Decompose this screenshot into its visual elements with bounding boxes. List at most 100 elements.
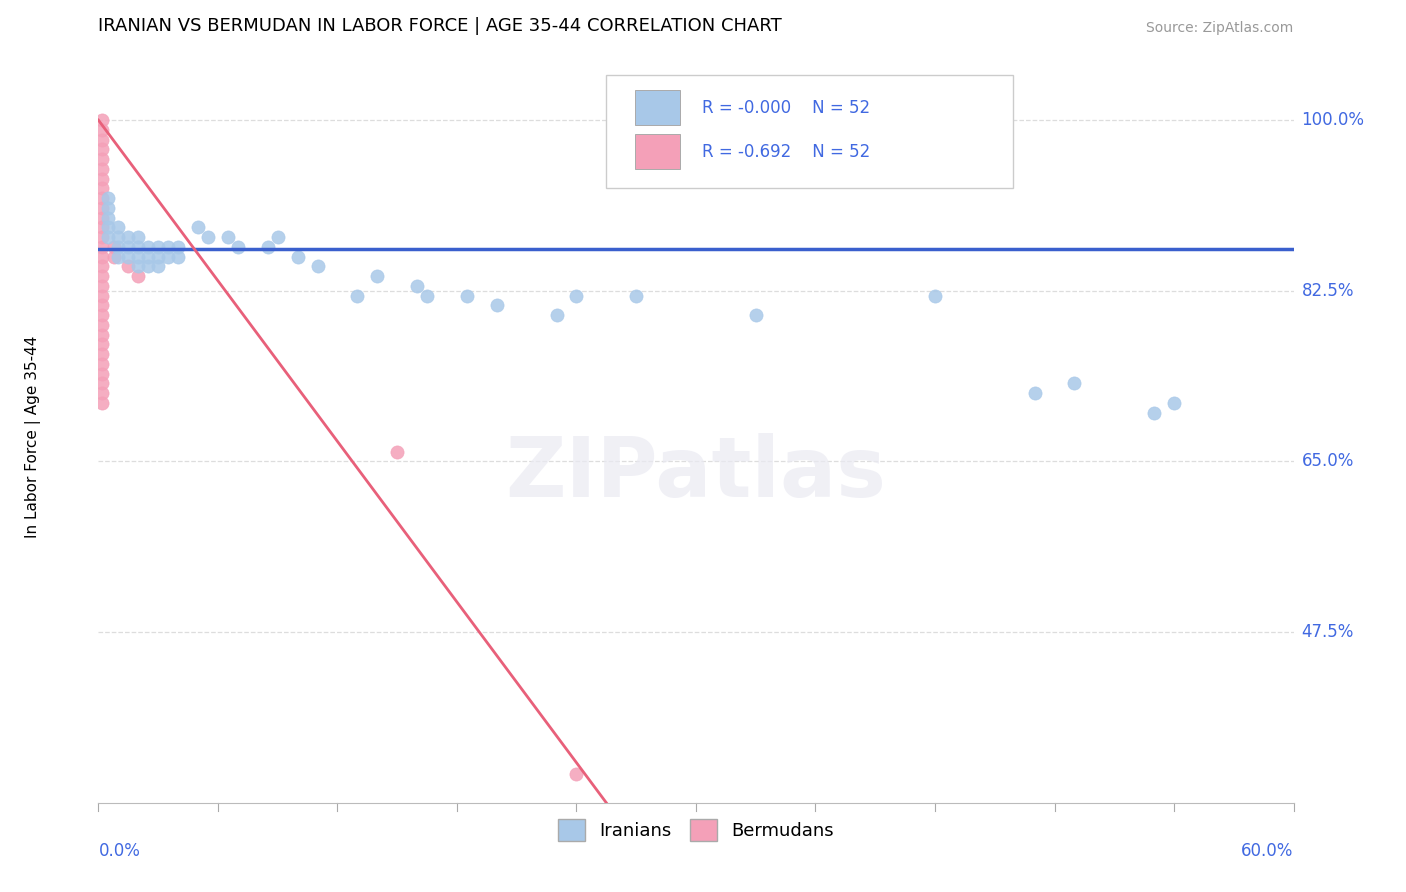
Text: 100.0%: 100.0% xyxy=(1302,112,1364,129)
Point xyxy=(91,113,114,128)
Text: 47.5%: 47.5% xyxy=(1302,624,1354,641)
Point xyxy=(91,181,114,195)
Point xyxy=(91,298,114,312)
Point xyxy=(91,211,114,225)
Point xyxy=(406,279,429,293)
Point xyxy=(416,288,439,302)
Point xyxy=(117,230,139,244)
Point xyxy=(117,260,139,274)
Point xyxy=(91,318,114,332)
Legend: Iranians, Bermudans: Iranians, Bermudans xyxy=(551,812,841,848)
Point xyxy=(745,308,768,322)
Point xyxy=(91,201,114,215)
Point xyxy=(103,240,125,254)
FancyBboxPatch shape xyxy=(606,75,1012,188)
Point xyxy=(91,327,114,342)
Text: R = -0.000    N = 52: R = -0.000 N = 52 xyxy=(702,99,870,117)
Text: 60.0%: 60.0% xyxy=(1241,842,1294,860)
Point xyxy=(148,240,170,254)
Point xyxy=(148,250,170,264)
Point xyxy=(136,240,159,254)
Point xyxy=(107,220,129,235)
Text: 82.5%: 82.5% xyxy=(1302,282,1354,300)
Point xyxy=(136,250,159,264)
Text: ZIPatlas: ZIPatlas xyxy=(506,434,886,514)
Text: R = -0.692    N = 52: R = -0.692 N = 52 xyxy=(702,143,870,161)
Point xyxy=(626,288,648,302)
Point xyxy=(226,240,249,254)
Point xyxy=(307,260,329,274)
Point xyxy=(91,337,114,351)
Point xyxy=(91,220,114,235)
Point xyxy=(346,288,368,302)
Point xyxy=(91,142,114,156)
Point xyxy=(91,240,114,254)
Point xyxy=(91,269,114,284)
Point xyxy=(546,308,568,322)
Point xyxy=(148,260,170,274)
Point xyxy=(485,298,508,312)
Point xyxy=(197,230,219,244)
Text: In Labor Force | Age 35-44: In Labor Force | Age 35-44 xyxy=(25,336,41,538)
Point xyxy=(97,211,120,225)
Text: 0.0%: 0.0% xyxy=(98,842,141,860)
Point xyxy=(91,376,114,391)
Point xyxy=(127,240,149,254)
Point xyxy=(287,250,309,264)
Point xyxy=(136,260,159,274)
Point xyxy=(1143,406,1166,420)
Point xyxy=(1163,396,1185,410)
Point xyxy=(117,250,139,264)
Point xyxy=(565,766,588,780)
Point xyxy=(91,230,114,244)
Point xyxy=(91,347,114,361)
Point xyxy=(91,152,114,166)
Point xyxy=(167,240,190,254)
Point xyxy=(127,269,149,284)
Point xyxy=(267,230,290,244)
Point xyxy=(117,240,139,254)
Point xyxy=(91,260,114,274)
Point xyxy=(103,250,125,264)
FancyBboxPatch shape xyxy=(636,90,681,126)
Point xyxy=(91,308,114,322)
Point xyxy=(91,250,114,264)
Point xyxy=(157,240,180,254)
Point xyxy=(91,279,114,293)
Point xyxy=(187,220,209,235)
Point xyxy=(97,201,120,215)
Point xyxy=(1063,376,1085,391)
Point xyxy=(256,240,278,254)
Point xyxy=(217,230,239,244)
Text: 65.0%: 65.0% xyxy=(1302,452,1354,470)
FancyBboxPatch shape xyxy=(636,135,681,169)
Point xyxy=(366,269,388,284)
Point xyxy=(91,386,114,401)
Point xyxy=(127,260,149,274)
Point xyxy=(97,230,120,244)
Point xyxy=(385,444,409,458)
Point xyxy=(107,250,129,264)
Point xyxy=(127,230,149,244)
Point xyxy=(91,367,114,381)
Point xyxy=(1024,386,1046,401)
Point xyxy=(127,250,149,264)
Point xyxy=(157,250,180,264)
Text: Source: ZipAtlas.com: Source: ZipAtlas.com xyxy=(1146,21,1294,35)
Point xyxy=(565,288,588,302)
Point xyxy=(107,240,129,254)
Point xyxy=(91,171,114,186)
Point xyxy=(167,250,190,264)
Point xyxy=(107,230,129,244)
Point xyxy=(91,357,114,371)
Point xyxy=(91,161,114,176)
Point xyxy=(97,220,120,235)
Point xyxy=(97,191,120,205)
Point xyxy=(91,123,114,137)
Point xyxy=(91,133,114,147)
Text: IRANIAN VS BERMUDAN IN LABOR FORCE | AGE 35-44 CORRELATION CHART: IRANIAN VS BERMUDAN IN LABOR FORCE | AGE… xyxy=(98,17,782,35)
Point xyxy=(456,288,478,302)
Point xyxy=(924,288,946,302)
Point xyxy=(91,396,114,410)
Point xyxy=(91,191,114,205)
